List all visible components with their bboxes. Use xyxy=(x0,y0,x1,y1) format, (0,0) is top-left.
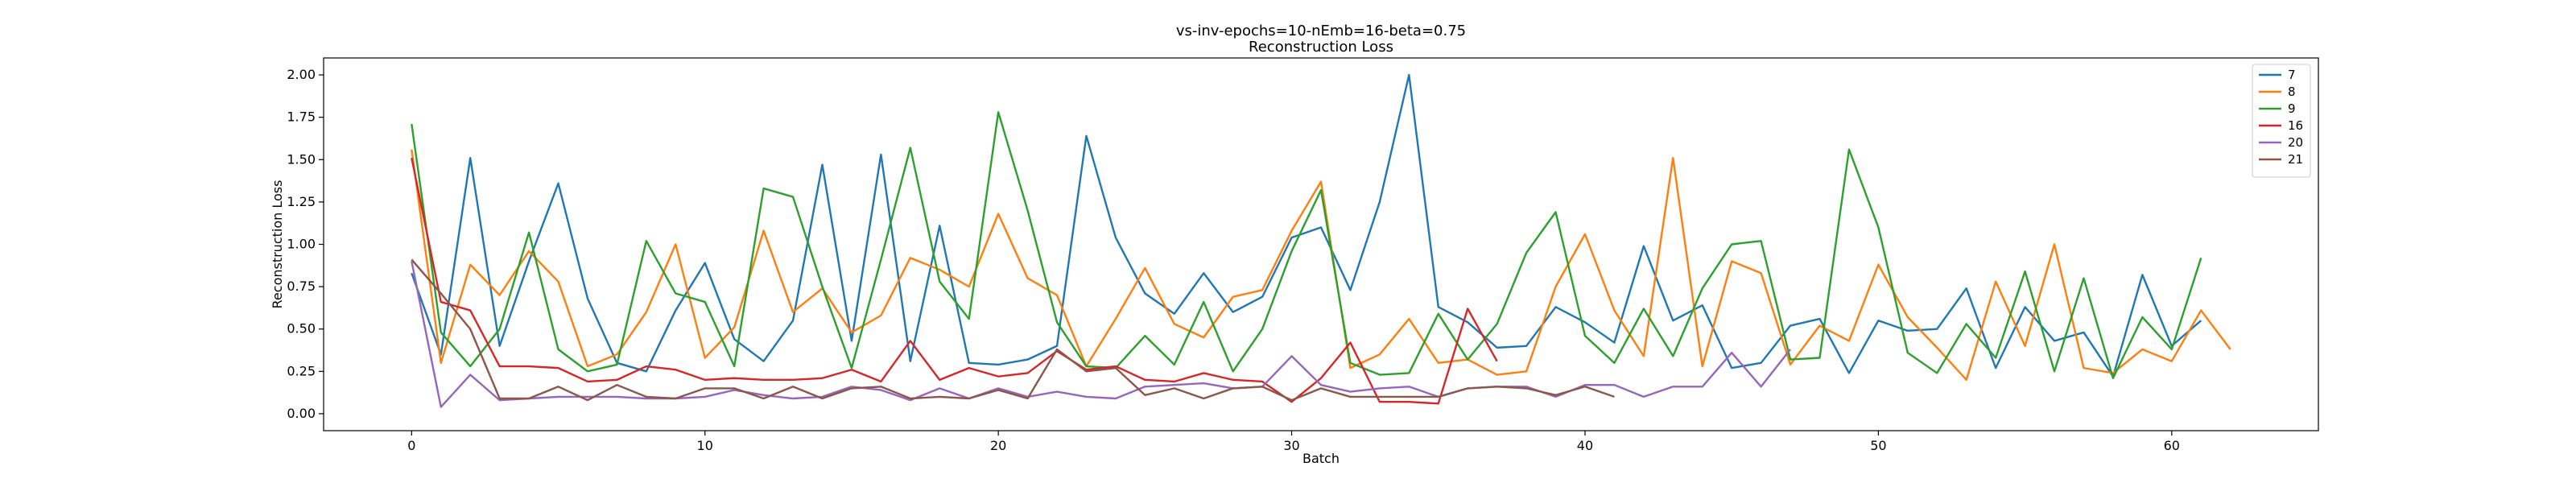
y-tick-label: 0.50 xyxy=(287,321,316,336)
x-tick-label: 20 xyxy=(990,438,1006,453)
legend: 7 8 9 16 20 21 xyxy=(2252,64,2311,178)
series-line-20 xyxy=(411,261,1792,408)
legend-label-16: 16 xyxy=(2288,118,2303,133)
legend-label-9: 9 xyxy=(2288,101,2296,116)
y-tick-label: 1.00 xyxy=(287,237,316,252)
y-tick-label: 1.75 xyxy=(287,109,316,125)
y-tick-label: 2.00 xyxy=(287,67,316,82)
x-tick-label: 30 xyxy=(1283,438,1299,453)
x-tick-label: 40 xyxy=(1577,438,1593,453)
series-layer xyxy=(411,73,2231,408)
x-axis-ticks: 0 10 20 30 40 50 60 xyxy=(407,431,2180,453)
chart-subtitle: Reconstruction Loss xyxy=(1249,39,1393,56)
x-tick-label: 60 xyxy=(2164,438,2180,453)
chart-title: vs-inv-epochs=10-nEmb=16-beta=0.75 xyxy=(1176,23,1466,39)
y-tick-label: 0.75 xyxy=(287,279,316,294)
y-tick-label: 1.25 xyxy=(287,194,316,209)
series-line-16 xyxy=(411,157,1498,405)
y-axis-ticks: 0.00 0.25 0.50 0.75 1.00 1.25 1.50 1.75 2.00 xyxy=(287,67,324,421)
x-tick-label: 0 xyxy=(407,438,415,453)
series-line-8 xyxy=(411,149,2231,382)
series-line-21 xyxy=(411,258,1615,402)
y-axis-label: Reconstruction Loss xyxy=(270,180,285,309)
x-tick-label: 10 xyxy=(697,438,713,453)
y-tick-label: 0.25 xyxy=(287,363,316,378)
y-tick-label: 0.00 xyxy=(287,406,316,421)
legend-label-8: 8 xyxy=(2288,85,2296,99)
series-line-9 xyxy=(411,111,2202,379)
legend-label-7: 7 xyxy=(2288,68,2296,82)
legend-label-21: 21 xyxy=(2288,152,2303,167)
x-tick-label: 50 xyxy=(1870,438,1886,453)
y-tick-label: 1.50 xyxy=(287,151,316,167)
legend-label-20: 20 xyxy=(2288,135,2303,150)
x-axis-label: Batch xyxy=(1302,451,1340,466)
